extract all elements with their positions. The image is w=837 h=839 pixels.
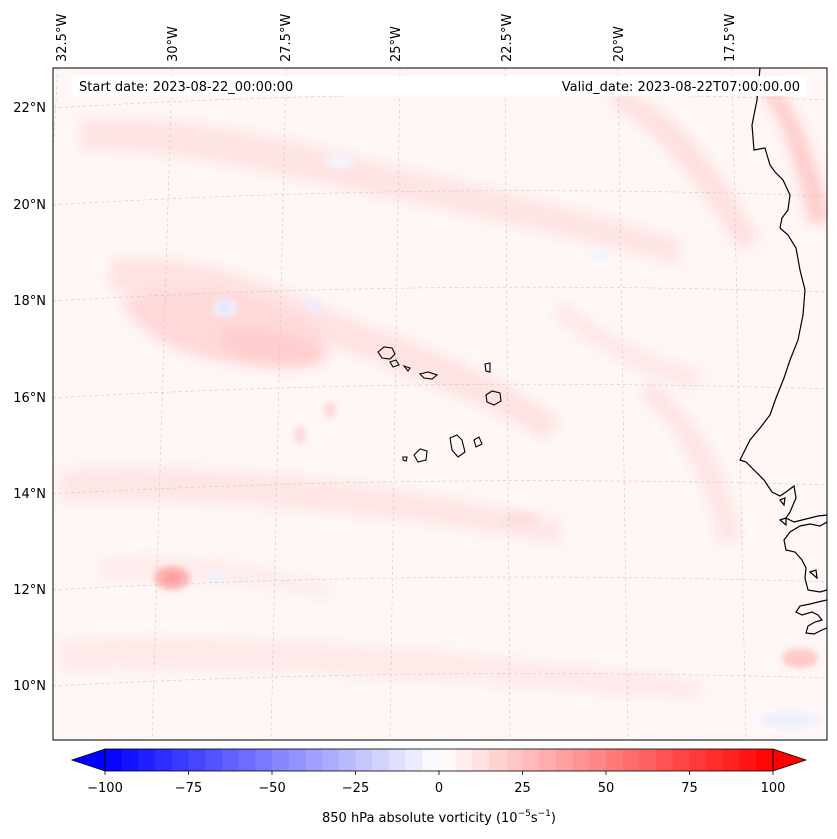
lat-label-20n: 20°N	[13, 198, 46, 213]
colorbar-cell	[722, 749, 741, 771]
colorbar-cell	[422, 749, 440, 771]
cb-tick-label: 75	[681, 781, 698, 796]
valid-date-label: Valid_date: 2023-08-22T07:00:00.00	[562, 80, 800, 95]
colorbar-cell	[656, 749, 674, 771]
colorbar-cell	[388, 749, 407, 771]
start-date-label: Start date: 2023-08-22_00:00:00	[79, 80, 293, 95]
colorbar-cell	[372, 749, 390, 771]
cb-tick-label: −100	[87, 781, 123, 796]
lon-label-20w: 20°W	[612, 26, 627, 62]
lat-label-16n: 16°N	[13, 391, 46, 406]
cape-verde-islands	[377, 346, 502, 463]
colorbar-cell	[489, 749, 507, 771]
cb-tick-label: 100	[761, 781, 786, 796]
cb-tick-label: −75	[175, 781, 202, 796]
colorbar-cell	[255, 749, 273, 771]
colorbar-cell	[221, 749, 240, 771]
colorbar-cell	[689, 749, 707, 771]
colorbar-cell	[105, 749, 123, 771]
colorbar-ticks	[104, 771, 774, 775]
colorbar-cell	[288, 749, 306, 771]
lon-label-22-5w: 22.5°W	[500, 14, 515, 62]
colorbar-cell	[155, 749, 173, 771]
colorbar-label: 850 hPa absolute vorticity (10−5s−1)	[322, 809, 556, 826]
lat-label-22n: 22°N	[13, 101, 46, 116]
colorbar-arrow-right	[772, 748, 808, 772]
cb-tick-label: −50	[258, 781, 285, 796]
colorbar-cell	[355, 749, 373, 771]
graticule	[53, 68, 827, 740]
colorbar-cell	[706, 749, 724, 771]
lon-label-27-5w: 27.5°W	[279, 14, 294, 62]
colorbar-cell	[121, 749, 139, 771]
lat-label-12n: 12°N	[13, 583, 46, 598]
colorbar-cell	[138, 749, 156, 771]
colorbar: −100 −75 −50 −25 0 25 50 75 100 850 hPa …	[70, 748, 808, 826]
colorbar-cell	[439, 749, 457, 771]
map-panel: Start date: 2023-08-22_00:00:00 Valid_da…	[52, 67, 828, 741]
lat-label-18n: 18°N	[13, 294, 46, 309]
colorbar-cell	[272, 749, 290, 771]
lon-label-30w: 30°W	[166, 26, 181, 62]
cb-tick-label: 0	[435, 781, 443, 796]
colorbar-cell	[322, 749, 340, 771]
lat-label-10n: 10°N	[13, 679, 46, 694]
colorbar-cell	[305, 749, 323, 771]
colorbar-cell	[188, 749, 206, 771]
colorbar-cell	[405, 749, 423, 771]
vorticity-field	[53, 68, 827, 740]
colorbar-cell	[539, 749, 557, 771]
colorbar-cell	[455, 749, 473, 771]
colorbar-cell	[622, 749, 640, 771]
longitude-labels: 32.5°W 30°W 27.5°W 25°W 22.5°W 20°W 17.5…	[55, 14, 738, 62]
colorbar-cell	[505, 749, 524, 771]
cb-tick-label: 25	[514, 781, 531, 796]
colorbar-cell	[171, 749, 190, 771]
lon-label-25w: 25°W	[389, 26, 404, 62]
colorbar-cell	[606, 749, 624, 771]
lat-label-14n: 14°N	[13, 487, 46, 502]
colorbar-tick-labels: −100 −75 −50 −25 0 25 50 75 100	[87, 781, 785, 796]
lon-label-32-5w: 32.5°W	[55, 14, 70, 62]
colorbar-cell	[205, 749, 223, 771]
african-coastline	[739, 68, 827, 635]
colorbar-cell	[572, 749, 590, 771]
colorbar-arrow-left	[70, 748, 106, 772]
colorbar-cell	[238, 749, 256, 771]
cb-tick-label: −25	[342, 781, 369, 796]
colorbar-cell	[672, 749, 691, 771]
latitude-labels: 22°N 20°N 18°N 16°N 14°N 12°N 10°N	[13, 101, 46, 694]
colorbar-cells	[105, 749, 774, 771]
colorbar-cell	[472, 749, 490, 771]
colorbar-cell	[756, 749, 774, 771]
colorbar-cell	[555, 749, 574, 771]
colorbar-cell	[338, 749, 357, 771]
colorbar-cell	[639, 749, 657, 771]
info-strip	[72, 76, 807, 96]
lon-label-17-5w: 17.5°W	[723, 14, 738, 62]
map-frame	[52, 67, 828, 741]
colorbar-cell	[522, 749, 540, 771]
colorbar-cell	[589, 749, 607, 771]
cb-tick-label: 50	[598, 781, 615, 796]
colorbar-cell	[739, 749, 757, 771]
